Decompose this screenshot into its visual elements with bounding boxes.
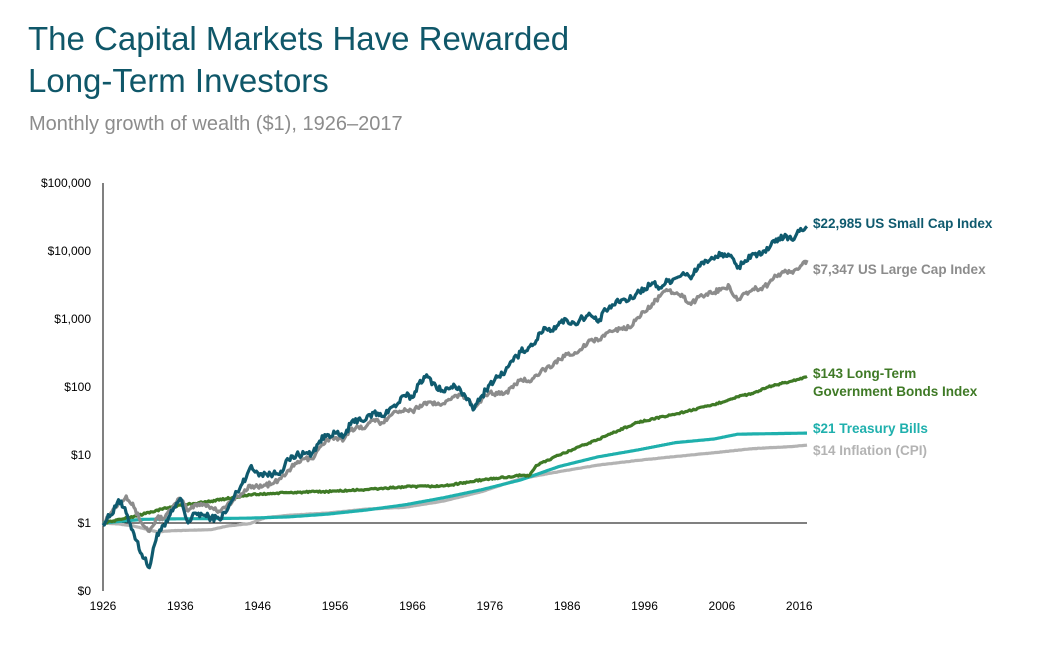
x-tick-label: 2016 bbox=[786, 599, 813, 613]
series-label-bonds: $143 Long-Term bbox=[813, 366, 916, 381]
x-tick-label: 1936 bbox=[167, 599, 194, 613]
series-label-inflation: $14 Inflation (CPI) bbox=[813, 443, 927, 458]
series-line-small_cap bbox=[101, 225, 809, 570]
y-tick-label: $100 bbox=[64, 380, 91, 394]
x-tick-label: 1956 bbox=[322, 599, 349, 613]
x-tick-label: 1946 bbox=[244, 599, 271, 613]
x-tick-label: 1926 bbox=[90, 599, 117, 613]
title-line-1: The Capital Markets Have Rewarded bbox=[28, 20, 570, 57]
series-label-bonds: Government Bonds Index bbox=[813, 384, 978, 399]
x-tick-label: 1966 bbox=[399, 599, 426, 613]
x-tick-label: 1986 bbox=[554, 599, 581, 613]
series-line-bonds bbox=[102, 374, 808, 526]
y-axis-ticks: $100,000 $10,000 $1,000 $100 $10 $1 $0 bbox=[41, 176, 91, 598]
x-tick-label: 1996 bbox=[631, 599, 658, 613]
series-label-tbills: $21 Treasury Bills bbox=[813, 421, 928, 436]
x-tick-label: 1976 bbox=[476, 599, 503, 613]
series-line-inflation bbox=[102, 443, 808, 534]
x-tick-label: 2006 bbox=[709, 599, 736, 613]
series-line-large_cap bbox=[102, 259, 809, 534]
y-tick-label: $0 bbox=[78, 584, 92, 598]
y-tick-label: $1 bbox=[78, 516, 92, 530]
series-labels: $14 Inflation (CPI) $21 Treasury Bills $14… bbox=[813, 216, 993, 458]
y-tick-label: $1,000 bbox=[54, 312, 91, 326]
y-tick-label: $100,000 bbox=[41, 176, 91, 190]
series-lines bbox=[101, 225, 809, 570]
chart-subtitle: Monthly growth of wealth ($1), 1926–2017 bbox=[29, 113, 403, 135]
page-title: The Capital Markets Have Rewarded Long-Te… bbox=[28, 18, 569, 102]
x-axis-ticks: 1926 1936 1946 1956 1966 1976 1986 1996 2006 2016 bbox=[90, 599, 813, 613]
series-label-large_cap: $7,347 US Large Cap Index bbox=[813, 262, 986, 277]
y-tick-label: $10 bbox=[71, 448, 91, 462]
series-line-tbills bbox=[102, 431, 808, 525]
title-line-2: Long-Term Investors bbox=[28, 62, 329, 99]
y-tick-label: $10,000 bbox=[48, 244, 92, 258]
series-label-small_cap: $22,985 US Small Cap Index bbox=[813, 216, 993, 231]
